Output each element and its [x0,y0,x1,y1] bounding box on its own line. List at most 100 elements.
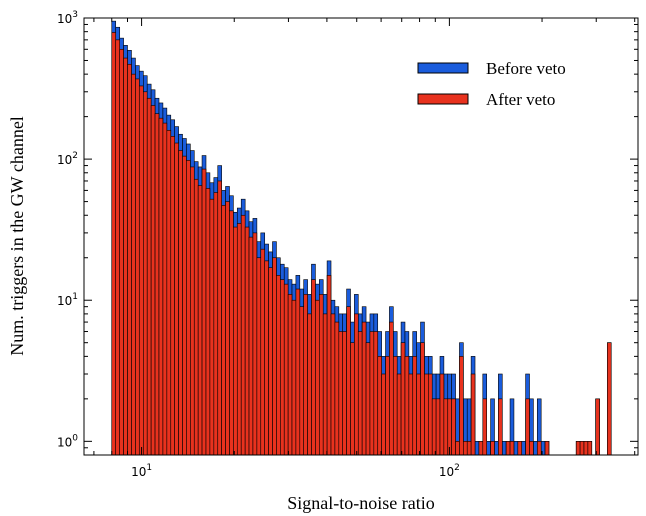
legend-label-after: After veto [486,90,555,109]
histogram-bar [365,342,371,456]
histogram-bar [420,342,425,456]
histogram-bar [311,279,316,456]
histogram-bar [486,441,491,456]
legend-swatch-before [417,62,469,74]
histogram-bar [533,441,538,456]
histogram-bar [342,331,347,456]
histogram-bar [150,105,156,456]
histogram-bar [280,279,285,456]
histogram-bar [193,178,199,456]
histogram-bar [162,122,168,456]
histogram-bar [158,117,164,456]
x-tick-labels: 101 102 [131,463,460,479]
histogram-bar [127,63,132,456]
histogram-bar [447,398,452,456]
histogram-bar [459,356,464,456]
histogram-bar [166,130,172,456]
histogram-bar [322,313,328,456]
histogram-bar [404,356,410,456]
histogram-bar [115,39,121,456]
x-tick-label: 101 [131,463,152,479]
histogram-bar [174,142,179,456]
histogram-bar [451,398,456,456]
histogram-bar [525,398,530,456]
histogram-bar [595,398,600,456]
histogram-bar [579,441,585,456]
histogram-bar [474,441,480,456]
histogram-bar [377,356,382,456]
histogram-bar [428,373,433,456]
histogram-bar [272,257,277,456]
histogram-bar [350,342,355,456]
histogram-bar [529,441,534,456]
histogram-bar [146,97,152,456]
histogram-bar [244,226,250,456]
histogram-bar [303,294,308,456]
histogram-bar [119,48,124,456]
histogram-bar [236,223,242,456]
histogram-bar [111,32,117,456]
histogram-bar [400,342,406,456]
histogram-bar [346,306,351,456]
histogram-bar [268,267,273,456]
histogram-bar [431,398,437,456]
histogram-bar [498,398,503,456]
histogram-bar [209,198,215,456]
histogram-bar [354,313,359,456]
histogram-bar [505,441,511,456]
histogram-bar [197,185,203,456]
histogram-bar [439,373,445,456]
histogram-bar [326,275,332,456]
y-tick-label: 102 [57,151,78,167]
histogram-bar [587,441,593,456]
histogram-bar [373,331,379,456]
histogram-bar [575,441,581,456]
histogram-bar [385,356,390,456]
histogram-bar [392,356,398,456]
x-axis-label: Signal-to-noise ratio [287,493,434,513]
histogram-bar [583,441,589,456]
histogram-bar [295,288,301,456]
histogram-bar [291,299,297,456]
histogram-bar [143,91,148,456]
histogram-bar [369,331,375,456]
histogram-bar [455,441,460,456]
histogram-bar [252,232,258,456]
histogram-bar [478,441,484,456]
y-tick-label: 100 [57,433,78,449]
histogram-bar [186,160,191,456]
histogram-bar [221,205,226,456]
histogram-bar [318,294,324,456]
y-tick-label: 101 [57,292,78,308]
histogram-bar [334,321,340,456]
histogram-bar [490,441,495,456]
histogram-bar [517,441,523,456]
histogram-bar [470,373,476,456]
histogram-bar [213,192,219,456]
histogram-bar [536,441,542,456]
histogram-bar [361,321,367,456]
y-tick-labels: 100 101 102 103 [57,10,78,449]
histogram-bar [307,313,312,456]
histogram-bar [201,168,207,456]
histogram-bar [138,85,144,456]
histogram-bar [357,331,363,456]
histogram-bar [248,236,254,456]
histogram-bar [264,260,269,456]
histogram-bar [416,373,421,456]
histogram-bar [299,306,305,456]
histogram-bar [435,398,441,456]
histogram-bar [276,275,281,456]
series-after-veto [111,32,612,456]
histogram-bar [443,398,449,456]
y-tick-label: 103 [57,10,78,26]
histogram-bar [607,342,612,456]
histogram-bar [135,78,140,456]
histogram-bar [315,299,320,456]
histogram-bar [170,136,175,456]
x-tick-label: 102 [439,463,460,479]
histogram-bar [381,373,386,456]
histogram-bar [217,180,222,456]
histogram-bar [463,441,468,456]
